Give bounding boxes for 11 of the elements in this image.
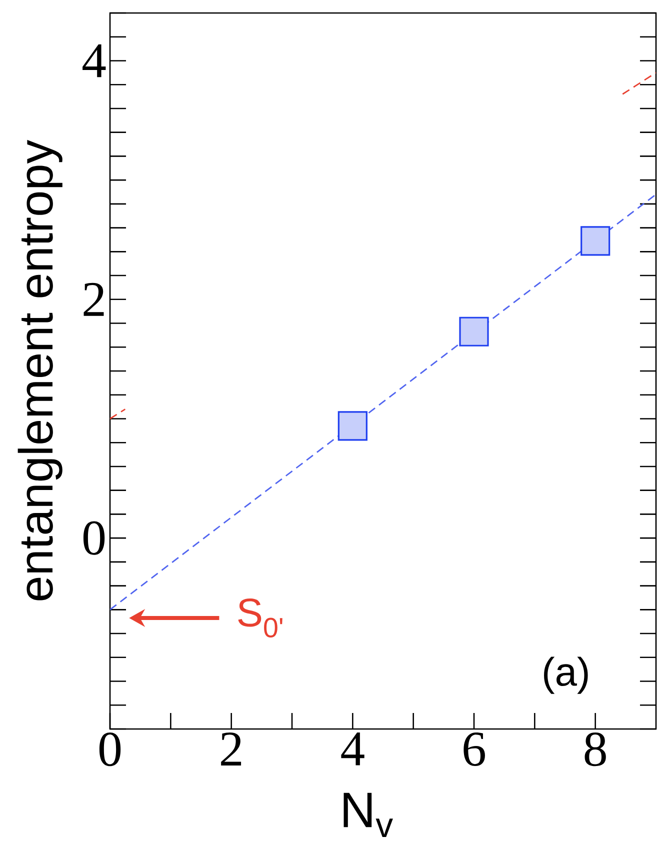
annotation: S$_{0'}$ (238, 598, 282, 638)
x-tick-label: 8 (584, 732, 606, 766)
annotation: (a) (544, 656, 588, 694)
x-axis-title: N$_{v}$ (344, 792, 393, 837)
y-tick-label: 4 (82, 44, 106, 78)
y-axis-title: entanglement entropy (18, 140, 62, 600)
y-tick-label: 2 (84, 282, 104, 316)
x-tick-label: 2 (221, 732, 242, 766)
x-tick-label: 4 (341, 732, 364, 766)
y-tick-label: 0 (83, 521, 105, 555)
x-tick-label: 6 (464, 732, 485, 766)
